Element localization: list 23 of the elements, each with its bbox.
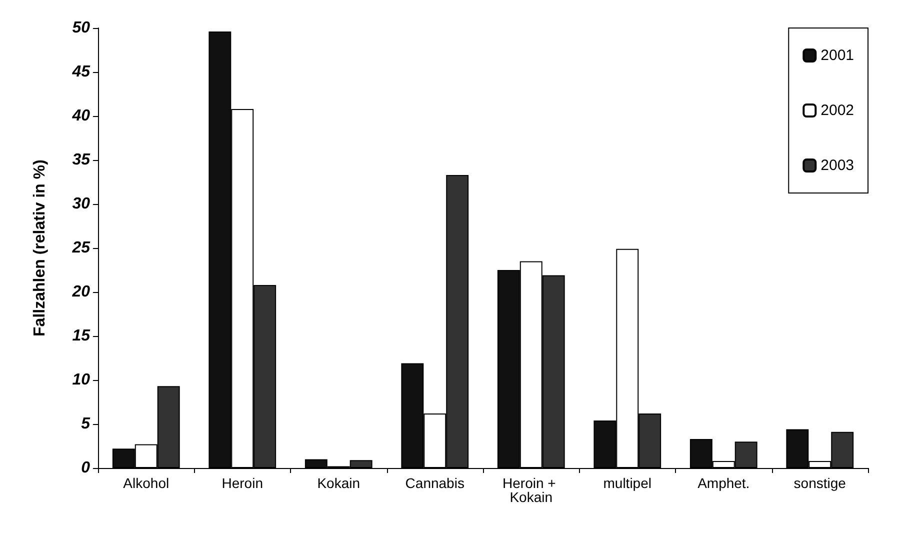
y-tick-label: 15 [72,328,92,344]
legend-label: 2001 [820,47,854,64]
x-tick-label: Heroin [222,475,263,491]
y-tick-label: 10 [72,372,90,388]
y-tick-label: 35 [72,152,92,168]
x-tick-label: multipel [603,475,652,491]
y-axis-title: Fallzahlen (relativ in %) [32,160,48,336]
y-tick-label: 25 [71,240,92,256]
x-tick-label: Amphet. [698,475,750,491]
y-tick-label: 50 [72,20,90,36]
legend-label: 2002 [820,102,854,119]
y-tick-label: 5 [81,416,92,432]
x-tick-label: Cannabis [405,475,464,491]
y-tick-label: 40 [71,108,90,124]
x-tick-label: Heroin + Kokain [502,475,560,505]
x-tick-label: Alkohol [123,475,170,491]
y-tick-label: 0 [81,460,90,476]
y-tick-label: 45 [71,64,92,80]
legend-label: 2003 [820,157,854,174]
y-tick-label: 20 [71,284,90,300]
y-tick-label: 30 [72,196,90,212]
x-tick-label: Kokain [317,475,360,491]
x-tick-label: sonstige [794,475,846,491]
